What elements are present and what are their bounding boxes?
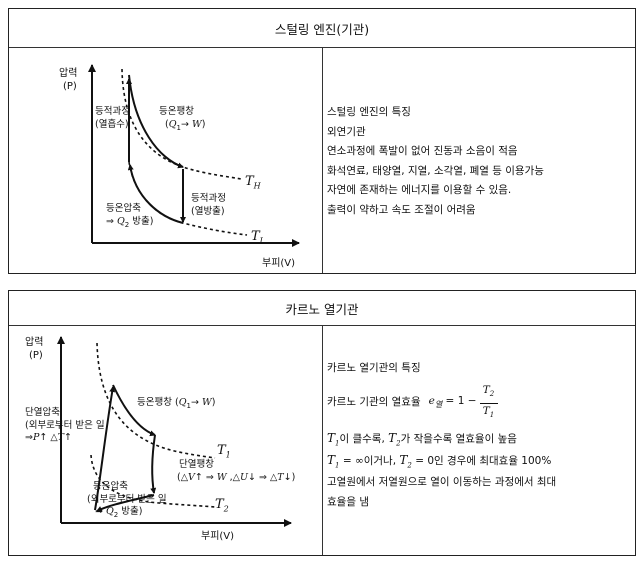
carnot-isothermal-compression-line — [96, 494, 155, 512]
carnot-isothermal-expansion-line — [112, 384, 156, 437]
carnot-features-tail: 고열원에서 저열원으로 열이 이동하는 과정에서 최대 효율을 냄 — [327, 473, 556, 512]
stirling-isochoric-cooling-label: 등적과정 (열방출) — [191, 193, 226, 217]
stirling-isothermal-compression-label: 등온압축 ⇒ Q2 방출) — [106, 203, 154, 229]
carnot-isothermal-compression-label: 등온압축 (외부로부터 받은 일 ⇒ Q2 방출) — [87, 481, 167, 519]
carnot-T1-label: T1 — [217, 443, 231, 460]
stirling-diagram-cell: 압력 (P) 등적과정 (열흡수) 등온팽창 (Q1→ W) 등적과정 (열방출… — [9, 47, 323, 273]
stirling-TH-label: TH — [245, 174, 261, 191]
carnot-title: 카르노 열기관 — [285, 301, 359, 317]
carnot-features-heading: 카르노 열기관의 특징 — [327, 362, 421, 374]
carnot-adiabatic-compression-line — [94, 386, 116, 511]
carnot-feature-item: 효율을 냄 — [327, 495, 369, 508]
carnot-T1-isotherm — [96, 342, 216, 459]
carnot-table: 카르노 열기관 압력 — [8, 290, 636, 556]
stirling-axis-y-label: 압력 (P) — [59, 68, 78, 92]
stirling-features-heading: 스털링 엔진의 특징 — [327, 106, 411, 118]
stirling-title: 스털링 엔진(기관) — [274, 21, 370, 37]
stirling-isothermal-compression-line — [127, 164, 184, 224]
carnot-adiabatic-expansion-label: 단열팽창 (△V↑ ⇒ W ,△U↓ ⇒ △T↓) — [177, 459, 296, 483]
stirling-features-cell: 스털링 엔진의 특징 외연기관 연소과정에 폭발이 없어 진동과 소음이 적음 … — [321, 47, 635, 273]
stirling-TL-label: TL — [251, 229, 265, 246]
stirling-isochoric-heating-label: 등적과정 (열흡수) — [95, 106, 130, 130]
carnot-T2-label: T2 — [215, 497, 229, 514]
carnot-features-cell: 카르노 열기관의 특징 카르노 기관의 열효율 e열 = 1 − T2 T1 T… — [321, 325, 635, 555]
stirling-feature-item: 외연기관 — [327, 125, 366, 138]
carnot-axis-y-label: 압력 (P) — [25, 337, 44, 361]
carnot-diagram-cell: 압력 (P) 단열압축 (외부로부터 받은 일 ⇒P↑ △T↑ 등온팽창 (Q1… — [9, 325, 323, 555]
carnot-isothermal-expansion-label: 등온팽창 (Q1→ W) — [137, 397, 216, 410]
carnot-feature-item: 고열원에서 저열원으로 열이 이동하는 과정에서 최대 — [327, 476, 557, 488]
carnot-condition-1: T1이 클수록, T2가 작을수록 열효율이 높음 — [327, 431, 517, 448]
stirling-axis-x-label: 부피(V) — [262, 258, 296, 269]
stirling-isothermal-expansion-label: 등온팽창 (Q1→ W) — [159, 106, 206, 132]
carnot-adiabatic-expansion-line — [150, 434, 157, 494]
carnot-adiabatic-compression-label: 단열압축 (외부로부터 받은 일 ⇒P↑ △T↑ — [25, 407, 105, 443]
stirling-feature-item: 연소과정에 폭발이 없어 진동과 소음이 적음 — [327, 145, 518, 157]
stirling-feature-item: 출력이 약하고 속도 조절이 어려움 — [327, 203, 476, 216]
carnot-efficiency-formula: 카르노 기관의 열효율 e열 = 1 − T2 T1 — [327, 383, 498, 423]
stirling-table: 스털링 엔진(기관) — [8, 8, 636, 274]
stirling-header: 스털링 엔진(기관) — [9, 9, 635, 48]
stirling-feature-item: 자연에 존재하는 에너지를 이용할 수 있음. — [327, 184, 512, 196]
stirling-features-list: 스털링 엔진의 특징 외연기관 연소과정에 폭발이 없어 진동과 소음이 적음 … — [327, 103, 544, 220]
carnot-axis-x-label: 부피(V) — [201, 531, 235, 542]
stirling-pv-diagram — [88, 64, 300, 247]
stirling-isothermal-expansion-line — [128, 74, 184, 169]
carnot-pv-diagram — [57, 336, 292, 527]
stirling-feature-item: 화석연료, 태양열, 지열, 소각열, 폐열 등 이용가능 — [327, 164, 544, 177]
carnot-condition-2: T1 = ∞이거나, T2 = 0인 경우에 최대효율 100% — [327, 453, 552, 470]
carnot-header: 카르노 열기관 — [9, 291, 635, 326]
carnot-T2-isotherm — [90, 454, 216, 508]
